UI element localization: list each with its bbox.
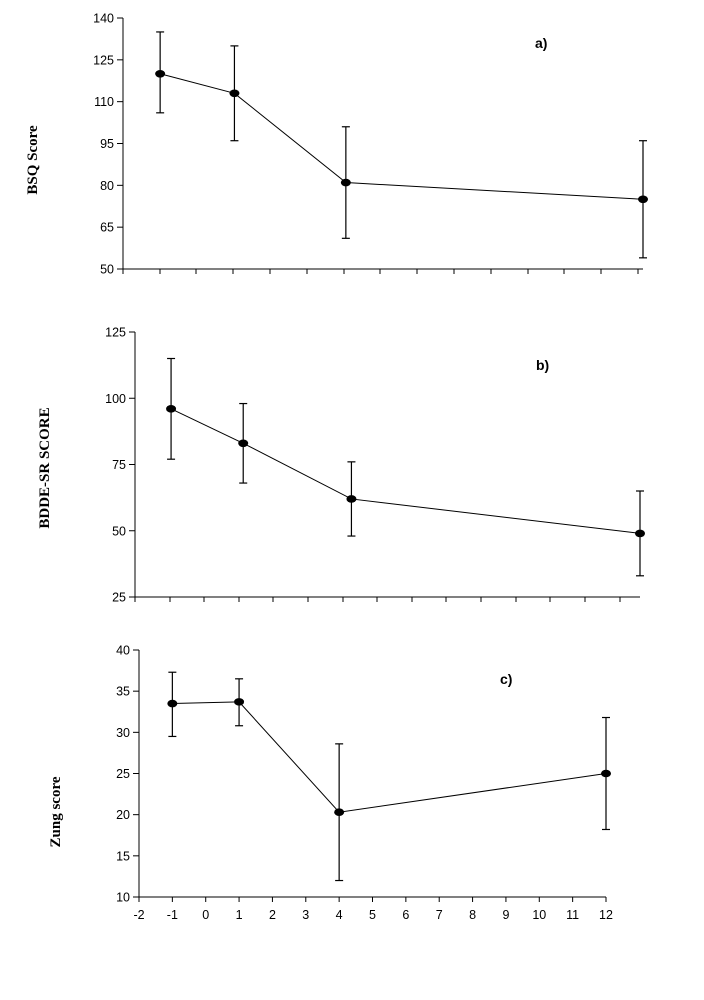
panel-b-label: b) [536, 357, 549, 373]
panel-a-data-point [638, 195, 648, 204]
panel-c-x-tick-label: 10 [532, 908, 546, 922]
panel-c-x-tick-label: 6 [402, 908, 409, 922]
panel-a-y-tick-label: 140 [93, 12, 114, 26]
panel-b-y-tick-label: 125 [105, 326, 126, 340]
panel-c-x-tick-label: -1 [167, 908, 178, 922]
panel-b-data-point [238, 439, 249, 448]
panel-c-series-line [172, 701, 607, 813]
panel-a-data-point [155, 69, 166, 78]
panel-c-x-tick-label: 7 [436, 908, 443, 922]
panel-a: BSQ Score a) 50 65 80 95 110 125 140 [25, 12, 648, 277]
panel-b-y-tick-label: 25 [112, 591, 126, 605]
panel-c-ylabel: Zung score [48, 776, 64, 847]
panel-a-ylabel: BSQ Score [25, 125, 41, 195]
panel-c-y-tick-label: 20 [116, 808, 130, 822]
panel-c-x-tick-label: 9 [502, 908, 509, 922]
panel-c-data-point [334, 808, 345, 816]
panel-a-y-tick-label: 95 [100, 137, 114, 151]
panel-c-y-tick-label: 25 [116, 767, 130, 781]
panel-c-data-point [601, 769, 611, 778]
panel-c-data-point [167, 699, 178, 708]
panel-c-x-tick-label: 11 [566, 908, 579, 922]
panel-b-data-point [166, 405, 177, 413]
panel-b-y-tick-label: 100 [105, 392, 126, 406]
panel-c-x-tick-label: 1 [236, 908, 243, 922]
panel-c-x-tick-label: 2 [269, 908, 276, 922]
panel-a-y-tick-label: 110 [94, 95, 114, 109]
panel-a-y-tick-label: 80 [100, 179, 114, 193]
panel-c-x-tick-label: 0 [202, 908, 209, 922]
panel-b: BDDE-SR SCORE b) 25 50 75 100 125 [37, 326, 645, 605]
panel-b-y-tick-label: 50 [112, 524, 126, 538]
panel-b-series-line [170, 408, 641, 534]
panel-b-y-tick-label: 75 [112, 458, 126, 472]
panel-a-series-line [160, 73, 644, 200]
panel-c-y-tick-label: 30 [116, 726, 130, 740]
panel-c-y-tick-label: 15 [116, 849, 130, 863]
panel-b-data-point [635, 529, 645, 538]
panel-c-x-tick-label: 8 [469, 908, 476, 922]
panel-c-y-tick-label: 40 [116, 644, 130, 658]
panel-c-y-tick-label: 10 [116, 891, 130, 905]
panel-b-data-point [346, 495, 357, 503]
panel-a-y-tick-label: 50 [100, 263, 114, 277]
panel-a-y-tick-label: 125 [93, 53, 114, 67]
panel-a-data-point [340, 178, 351, 187]
panel-c-label: c) [500, 671, 512, 687]
panel-c-x-tick-label: 12 [599, 908, 613, 922]
panel-a-label: a) [535, 35, 547, 51]
panel-a-data-point [229, 89, 240, 98]
panel-c-x-tick-label: 5 [369, 908, 376, 922]
panel-c-x-tick-label: 3 [302, 908, 309, 922]
panel-b-ylabel: BDDE-SR SCORE [37, 407, 53, 528]
panel-c-x-tick-label: -2 [133, 908, 144, 922]
panel-a-y-tick-label: 65 [100, 221, 114, 235]
panel-c-y-tick-label: 35 [116, 685, 130, 699]
panel-c-x-tick-label: 4 [336, 908, 343, 922]
panel-c-data-point [234, 698, 245, 706]
